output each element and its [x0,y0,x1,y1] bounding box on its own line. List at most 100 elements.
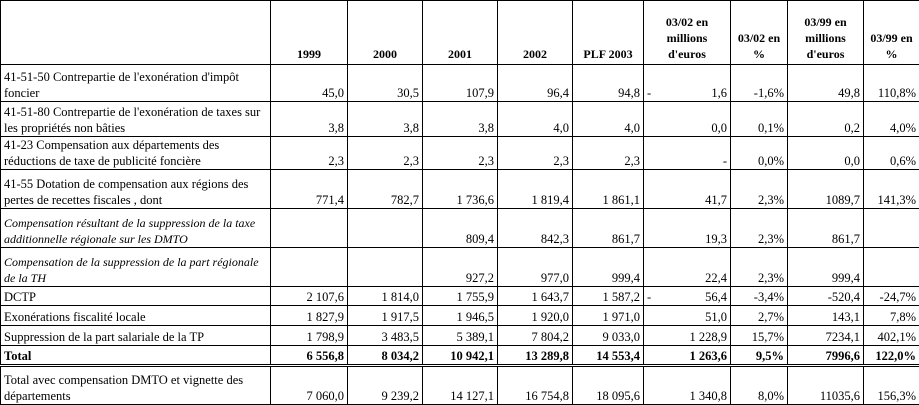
cell: 0,0 [788,137,864,170]
cell: 14 127,1 [423,366,498,405]
cell: 771,4 [271,170,348,209]
cell: 927,2 [423,248,498,287]
cell: 141,3% [864,170,919,209]
table-row: Total avec compensation DMTO et vignette… [1,366,919,405]
cell: 1 755,9 [423,287,498,306]
cell: 110,8% [864,65,919,102]
cell: 6 556,8 [271,346,348,366]
row-label: Suppression de la part salariale de la T… [1,326,271,346]
cell: 7 060,0 [271,366,348,405]
cell: 4,0 [573,102,644,137]
header-cell: PLF 2003 [573,1,644,65]
cell: 1 819,4 [498,170,573,209]
cell: 0,0% [731,137,788,170]
cell: 1 263,6 [644,346,731,366]
row-label: 41-51-80 Contrepartie de l'exonération d… [1,102,271,137]
cell: 1 814,0 [348,287,423,306]
cell: 809,4 [423,209,498,248]
row-label: Total avec compensation DMTO et vignette… [1,366,271,405]
cell: 45,0 [271,65,348,102]
cell: 1 643,7 [498,287,573,306]
cell: 2,3 [348,137,423,170]
cell [271,209,348,248]
header-cell [1,1,271,65]
header-cell: 03/02 en % [731,1,788,65]
cell: 402,1% [864,326,919,346]
cell: 7,8% [864,306,919,326]
cell: 861,7 [788,209,864,248]
table-row: Compensation résultant de la suppression… [1,209,919,248]
cell: 999,4 [788,248,864,287]
cell: 15,7% [731,326,788,346]
cell: 2,3 [271,137,348,170]
cell: 1 946,5 [423,306,498,326]
cell: - 1,6 [644,65,731,102]
cell: 14 553,4 [573,346,644,366]
cell [864,209,919,248]
sign: - [647,289,651,305]
cell: - 56,4 [644,287,731,306]
cell: 96,4 [498,65,573,102]
cell: 8,0% [731,366,788,405]
cell: 0,2 [788,102,864,137]
amount: 56,4 [705,290,727,304]
row-label: 41-23 Compensation aux départements des … [1,137,271,170]
cell [348,209,423,248]
cell: 1 861,1 [573,170,644,209]
cell: 2,3% [731,248,788,287]
cell: 41,7 [644,170,731,209]
cell: 1 736,6 [423,170,498,209]
table-row: 41-51-80 Contrepartie de l'exonération d… [1,102,919,137]
cell: 3,8 [271,102,348,137]
cell [348,248,423,287]
cell: 122,0% [864,346,919,366]
sign: - [647,85,651,101]
cell: 10 942,1 [423,346,498,366]
cell: 1 340,8 [644,366,731,405]
header-cell: 1999 [271,1,348,65]
cell: -3,4% [731,287,788,306]
cell: 156,3% [864,366,919,405]
cell: -1,6% [731,65,788,102]
cell: 11035,6 [788,366,864,405]
cell: 9 033,0 [573,326,644,346]
cell: 7234,1 [788,326,864,346]
cell: 19,3 [644,209,731,248]
cell: 1 228,9 [644,326,731,346]
cell: 9 239,2 [348,366,423,405]
cell: 2,3% [731,209,788,248]
header-cell: 2001 [423,1,498,65]
row-label: Total [1,346,271,366]
header-cell: 03/02 en millions d'euros [644,1,731,65]
cell: 861,7 [573,209,644,248]
cell: 3,8 [423,102,498,137]
cell: 2,3% [731,170,788,209]
cell: 18 095,6 [573,366,644,405]
cell: 7996,6 [788,346,864,366]
cell: 1 587,2 [573,287,644,306]
cell: 3 483,5 [348,326,423,346]
amount: 1,6 [711,86,727,100]
header-cell: 2002 [498,1,573,65]
table-row: Compensation de la suppression de la par… [1,248,919,287]
cell: 107,9 [423,65,498,102]
cell: -520,4 [788,287,864,306]
cell: 3,8 [348,102,423,137]
cell: 0,1% [731,102,788,137]
cell: 8 034,2 [348,346,423,366]
cell: 1 917,5 [348,306,423,326]
cell: 30,5 [348,65,423,102]
cell: 977,0 [498,248,573,287]
row-label: Compensation de la suppression de la par… [1,248,271,287]
row-label: Compensation résultant de la suppression… [1,209,271,248]
cell: 4,0 [498,102,573,137]
cell: 0,6% [864,137,919,170]
cell: 22,4 [644,248,731,287]
cell: 999,4 [573,248,644,287]
row-label: Exonérations fiscalité locale [1,306,271,326]
cell: 7 804,2 [498,326,573,346]
